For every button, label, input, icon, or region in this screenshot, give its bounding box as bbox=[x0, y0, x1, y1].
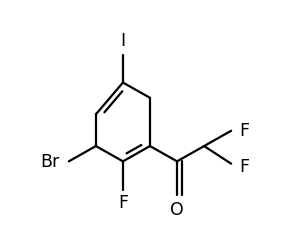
Text: F: F bbox=[118, 193, 128, 212]
Text: O: O bbox=[170, 201, 184, 218]
Text: F: F bbox=[239, 158, 249, 176]
Text: F: F bbox=[239, 122, 249, 140]
Text: Br: Br bbox=[40, 153, 60, 171]
Text: I: I bbox=[120, 32, 125, 50]
